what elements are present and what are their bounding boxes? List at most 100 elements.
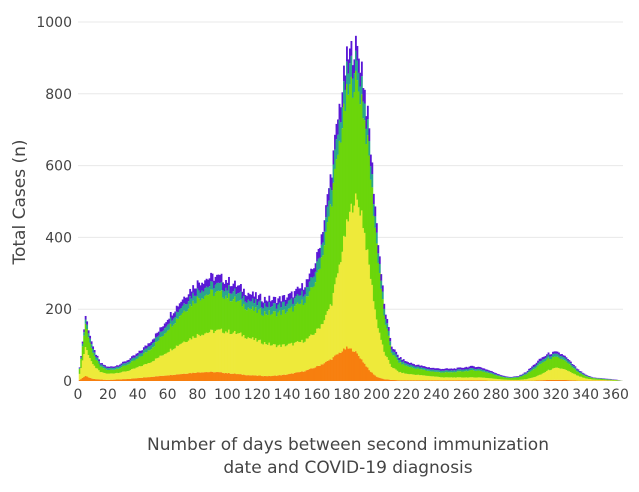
bar-segment [165, 322, 168, 327]
bar-segment [374, 309, 377, 376]
bar-segment [277, 375, 280, 381]
bar-segment [552, 354, 554, 358]
bar-segment [128, 361, 130, 365]
bar-segment [478, 380, 481, 381]
bar-segment [547, 357, 550, 370]
bar-segment [95, 356, 98, 360]
bar-segment [487, 378, 490, 381]
bar-segment [435, 376, 438, 381]
bar-segment [247, 375, 250, 381]
bar-segment [295, 304, 298, 342]
bar-segment [550, 358, 553, 370]
bar-segment [444, 372, 447, 378]
bar-segment [157, 376, 160, 381]
bar-segment [431, 376, 433, 381]
bar-segment [456, 380, 459, 381]
bar-segment [262, 315, 265, 345]
bar-segment [540, 380, 542, 381]
bar-segment [319, 268, 321, 329]
bar-segment [552, 379, 554, 381]
bar-segment [313, 268, 316, 277]
bar-segment [332, 182, 335, 293]
bar-segment [226, 290, 229, 299]
bar-segment [574, 369, 577, 375]
bar-segment [362, 118, 365, 229]
bar-segment [522, 379, 525, 381]
bar-segment [123, 379, 126, 381]
bar-segment [392, 368, 395, 381]
y-tick-label: 800 [45, 87, 72, 103]
bar-segment [184, 311, 187, 343]
bar-segment [126, 360, 129, 363]
bar-segment [284, 306, 287, 314]
bar-segment [438, 368, 441, 371]
bar-segment [160, 355, 163, 376]
bar-segment [105, 369, 108, 374]
bar-segment [465, 380, 468, 381]
bar-segment [525, 373, 528, 375]
bar-segment [308, 291, 311, 337]
bar-segment [592, 378, 595, 380]
bar-segment [251, 291, 254, 299]
bar-segment [219, 372, 221, 381]
bar-segment [153, 346, 156, 361]
bar-segment [375, 243, 378, 320]
bar-segment [455, 370, 457, 373]
bar-segment [520, 375, 523, 377]
bar-segment [340, 142, 342, 263]
bar-segment [229, 286, 232, 294]
bar-segment [334, 355, 336, 381]
bar-segment [310, 277, 313, 288]
bar-segment [217, 290, 220, 330]
bar-segment [414, 374, 417, 381]
bar-segment [565, 380, 568, 381]
bar-segment [223, 333, 226, 374]
bar-segment [277, 345, 280, 376]
bar-segment [492, 372, 495, 374]
bar-segment [323, 320, 326, 364]
bar-segment [268, 310, 271, 343]
bar-segment [325, 314, 327, 362]
bar-segment [201, 290, 204, 299]
bar-segment [341, 128, 344, 252]
bar-segment [526, 378, 529, 381]
bar-segment [83, 332, 86, 336]
bar-segment [84, 315, 87, 320]
bar-segment [340, 262, 342, 353]
bar-segment [323, 220, 326, 232]
bar-segment [229, 293, 232, 302]
bar-segment [144, 345, 147, 349]
bar-segment [105, 379, 108, 381]
bar-segment [231, 333, 233, 374]
bar-segment [104, 379, 106, 381]
bar-segment [166, 375, 169, 381]
bar-segment [251, 375, 254, 381]
bar-segment [531, 377, 534, 381]
bar-segment [378, 377, 381, 381]
bar-segment [166, 330, 169, 353]
bar-segment [265, 376, 268, 381]
bar-segment [99, 372, 102, 380]
bar-segment [611, 379, 614, 381]
bar-segment [323, 231, 326, 246]
bar-segment [119, 372, 121, 380]
bar-segment [553, 353, 556, 357]
bar-segment [163, 375, 166, 381]
bar-segment [113, 366, 115, 369]
bar-segment [499, 375, 502, 377]
bar-segment [257, 295, 260, 302]
bar-segment [331, 190, 333, 207]
bar-segment [466, 377, 469, 381]
bar-segment [229, 373, 232, 381]
bar-segment [316, 252, 319, 262]
bar-segment [386, 328, 389, 358]
bar-segment [450, 370, 453, 373]
bar-segment [540, 374, 542, 381]
bar-segment [567, 363, 569, 371]
bar-segment [159, 375, 162, 381]
bar-segment [148, 377, 151, 381]
bar-segment [320, 324, 323, 365]
bar-segment [208, 278, 211, 287]
bar-segment [98, 361, 101, 364]
bar-segment [505, 376, 508, 378]
